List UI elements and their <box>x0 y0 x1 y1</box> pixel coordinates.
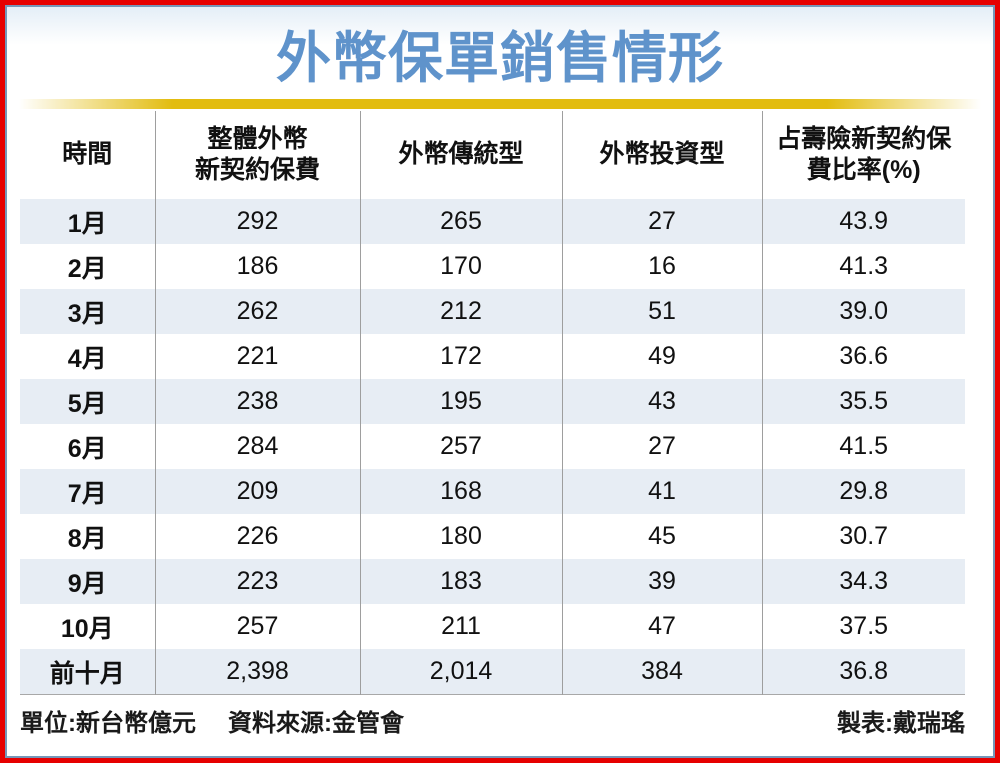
column-header-time: 時間 <box>20 111 155 199</box>
table-row: 3月 262 212 51 39.0 <box>20 289 965 334</box>
source-note: 資料來源:金管會 <box>228 710 404 737</box>
cell-overall: 284 <box>154 424 360 469</box>
header-row: 時間 整體外幣 新契約保費 外幣傳統型 外幣投資型 占壽險新契約保 費比率(%) <box>20 111 965 199</box>
table-row: 8月 226 180 45 30.7 <box>20 514 965 559</box>
cell-ratio: 39.0 <box>761 289 965 334</box>
cell-overall: 238 <box>154 379 360 424</box>
cell-overall: 223 <box>154 559 360 604</box>
cell-period: 9月 <box>20 559 155 604</box>
cell-traditional: 257 <box>359 424 562 469</box>
cell-ratio: 41.5 <box>761 424 965 469</box>
page-title: 外幣保單銷售情形 <box>275 27 724 89</box>
cell-period: 3月 <box>20 289 155 334</box>
cell-investment: 27 <box>561 199 762 244</box>
footer-left: 單位:新台幣億元 資料來源:金管會 <box>20 703 404 738</box>
table-body: 1月 292 265 27 43.9 2月 186 170 16 41.3 3月… <box>20 199 965 695</box>
cell-traditional: 168 <box>359 469 562 514</box>
table-row: 1月 292 265 27 43.9 <box>20 199 965 244</box>
cell-period: 7月 <box>20 469 155 514</box>
cell-period: 1月 <box>20 199 155 244</box>
cell-ratio: 30.7 <box>761 514 965 559</box>
cell-overall: 292 <box>154 199 360 244</box>
gold-divider-bar <box>19 99 981 109</box>
maker-note: 製表:戴瑞瑤 <box>837 710 965 737</box>
cell-traditional: 2,014 <box>359 649 562 695</box>
table-row: 6月 284 257 27 41.5 <box>20 424 965 469</box>
table-row-total: 前十月 2,398 2,014 384 36.8 <box>20 649 965 695</box>
cell-overall: 221 <box>154 334 360 379</box>
cell-investment: 45 <box>561 514 762 559</box>
cell-ratio: 43.9 <box>761 199 965 244</box>
footer: 單位:新台幣億元 資料來源:金管會 製表:戴瑞瑤 <box>20 703 965 738</box>
cell-overall: 226 <box>154 514 360 559</box>
column-header-traditional: 外幣傳統型 <box>359 111 562 199</box>
cell-traditional: 195 <box>359 379 562 424</box>
cell-ratio: 29.8 <box>761 469 965 514</box>
cell-investment: 47 <box>561 604 762 649</box>
inner-blue-frame: 外幣保單銷售情形 時間 整體外幣 新契約保費 外幣傳統型 外幣投資型 占壽險新契… <box>5 5 995 758</box>
cell-ratio: 37.5 <box>761 604 965 649</box>
cell-investment: 51 <box>561 289 762 334</box>
sales-table: 時間 整體外幣 新契約保費 外幣傳統型 外幣投資型 占壽險新契約保 費比率(%)… <box>20 111 965 695</box>
cell-overall: 186 <box>154 244 360 289</box>
cell-period: 5月 <box>20 379 155 424</box>
cell-investment: 16 <box>561 244 762 289</box>
cell-period: 8月 <box>67 524 107 553</box>
cell-investment: 27 <box>561 424 762 469</box>
table-header: 時間 整體外幣 新契約保費 外幣傳統型 外幣投資型 占壽險新契約保 費比率(%) <box>20 111 965 199</box>
cell-traditional: 172 <box>359 334 562 379</box>
cell-overall: 257 <box>154 604 360 649</box>
cell-traditional: 211 <box>359 604 562 649</box>
cell-traditional: 212 <box>359 289 562 334</box>
cell-ratio: 34.3 <box>761 559 965 604</box>
unit-note: 單位:新台幣億元 <box>20 710 196 737</box>
cell-investment: 41 <box>561 469 762 514</box>
column-header-overall: 整體外幣 新契約保費 <box>154 111 360 199</box>
column-header-investment: 外幣投資型 <box>561 111 762 199</box>
cell-ratio: 36.6 <box>761 334 965 379</box>
table-row: 10月 257 211 47 37.5 <box>20 604 965 649</box>
cell-period: 6月 <box>67 434 107 463</box>
cell-ratio: 36.8 <box>761 649 965 695</box>
cell-period: 前十月 <box>20 649 155 695</box>
cell-period: 10月 <box>60 614 114 643</box>
table-row: 7月 209 168 41 29.8 <box>20 469 965 514</box>
cell-investment: 43 <box>561 379 762 424</box>
table-row: 2月 186 170 16 41.3 <box>20 244 965 289</box>
table-row: 4月 221 172 49 36.6 <box>20 334 965 379</box>
cell-period: 4月 <box>67 344 107 373</box>
title-bar: 外幣保單銷售情形 <box>7 7 993 99</box>
cell-traditional: 170 <box>359 244 562 289</box>
cell-overall: 2,398 <box>154 649 360 695</box>
cell-overall: 262 <box>154 289 360 334</box>
cell-traditional: 265 <box>359 199 562 244</box>
cell-traditional: 183 <box>359 559 562 604</box>
cell-ratio: 41.3 <box>761 244 965 289</box>
table-row: 9月 223 183 39 34.3 <box>20 559 965 604</box>
cell-investment: 39 <box>561 559 762 604</box>
cell-ratio: 35.5 <box>761 379 965 424</box>
cell-overall: 209 <box>154 469 360 514</box>
cell-traditional: 180 <box>359 514 562 559</box>
column-header-ratio: 占壽險新契約保 費比率(%) <box>761 111 965 199</box>
cell-investment: 49 <box>561 334 762 379</box>
cell-period: 2月 <box>67 254 107 283</box>
table-row: 5月 238 195 43 35.5 <box>20 379 965 424</box>
cell-investment: 384 <box>561 649 762 695</box>
